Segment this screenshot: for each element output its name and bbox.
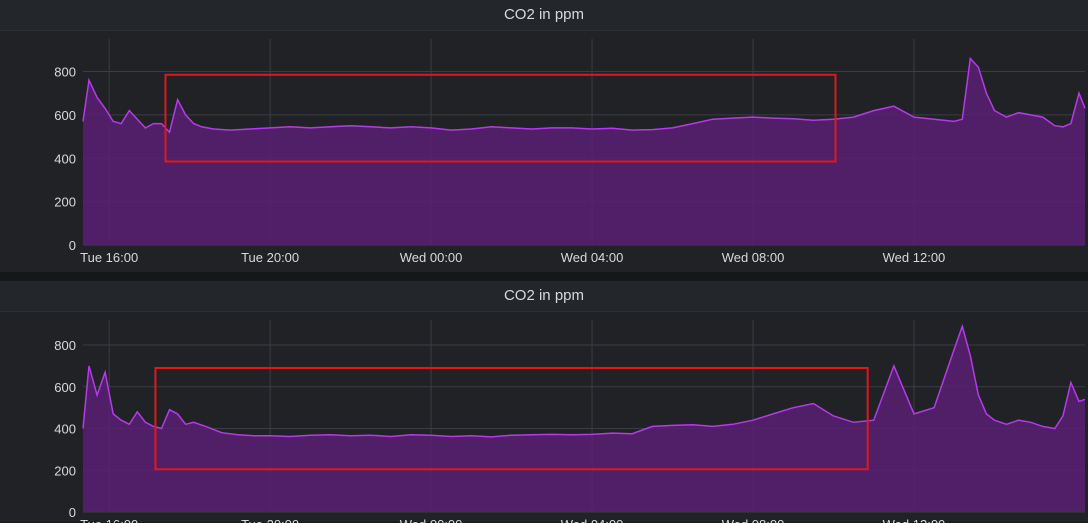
x-tick-label: Tue 16:00 (80, 517, 138, 523)
x-tick-label: Wed 08:00 (722, 250, 785, 265)
y-tick-label: 600 (54, 380, 76, 395)
y-tick-label: 800 (54, 65, 76, 80)
x-tick-label: Wed 04:00 (561, 517, 624, 523)
x-tick-label: Tue 20:00 (241, 517, 299, 523)
co2-series-line (82, 56, 1086, 134)
x-tick-label: Wed 00:00 (400, 517, 463, 523)
co2-area-chart-2: 0 200 400 600 800 Tue 16:00 Tue 20:00 Wed 00:00… (54, 320, 1086, 523)
chart-panel-2: CO2 in ppm 0 200 400 600 800 Tue 16:00 Tue 20:… (0, 281, 1088, 523)
y-tick-label: 200 (54, 463, 76, 478)
y-tick-label: 400 (54, 151, 76, 166)
x-tick-label: Wed 08:00 (722, 517, 785, 523)
x-tick-label: Wed 00:00 (400, 250, 463, 265)
x-tick-label: Wed 12:00 (883, 517, 946, 523)
co2-series-line (82, 323, 1086, 438)
co2-area-chart-1: 0 200 400 600 800 Tue 16:00 Tue 20:00 Wed 00:00… (54, 39, 1086, 265)
highlight-box (154, 367, 869, 471)
y-tick-label: 0 (69, 238, 76, 253)
co2-area-fill (83, 326, 1085, 512)
chart-title: CO2 in ppm (0, 0, 1088, 31)
x-tick-label: Wed 04:00 (561, 250, 624, 265)
chart-panel-1: CO2 in ppm 0 200 400 600 800 Tue 16:00 Tue 20:… (0, 0, 1088, 272)
y-tick-label: 800 (54, 338, 76, 353)
highlight-box (164, 73, 837, 163)
y-tick-label: 600 (54, 108, 76, 123)
y-tick-label: 200 (54, 195, 76, 210)
x-tick-label: Tue 16:00 (80, 250, 138, 265)
co2-area-fill (83, 58, 1085, 245)
x-tick-label: Tue 20:00 (241, 250, 299, 265)
y-tick-label: 400 (54, 422, 76, 437)
chart-title: CO2 in ppm (0, 281, 1088, 312)
y-tick-label: 0 (69, 505, 76, 520)
x-tick-label: Wed 12:00 (883, 250, 946, 265)
